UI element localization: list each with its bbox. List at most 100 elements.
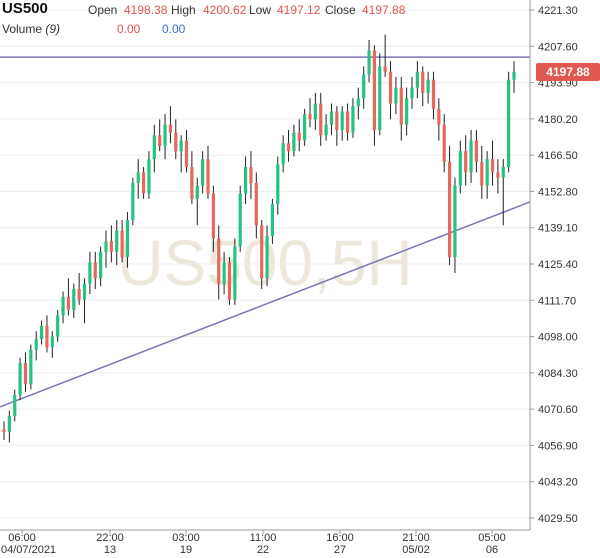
candle[interactable] — [222, 251, 226, 295]
candle[interactable] — [388, 61, 393, 120]
candle[interactable] — [7, 410, 11, 443]
candle[interactable] — [480, 145, 484, 199]
candle[interactable] — [496, 159, 500, 194]
candle[interactable] — [474, 129, 479, 173]
candle[interactable] — [72, 283, 76, 319]
candle[interactable] — [453, 177, 457, 274]
candle[interactable] — [458, 140, 462, 194]
candle[interactable] — [313, 92, 317, 130]
candle[interactable] — [18, 357, 22, 401]
candle[interactable] — [490, 140, 495, 186]
candle[interactable] — [367, 39, 371, 83]
candle[interactable] — [56, 310, 60, 342]
candle[interactable] — [319, 92, 323, 146]
candle[interactable] — [447, 145, 452, 266]
candle[interactable] — [99, 246, 103, 287]
candle[interactable] — [66, 278, 71, 316]
candle[interactable] — [168, 106, 173, 144]
candle[interactable] — [345, 103, 350, 141]
candle[interactable] — [115, 220, 119, 266]
candle[interactable] — [23, 352, 28, 393]
candle[interactable] — [437, 98, 441, 141]
candle-body — [512, 71, 516, 80]
candle[interactable] — [45, 315, 49, 353]
candle[interactable] — [152, 124, 156, 173]
candle[interactable] — [415, 61, 419, 99]
candle[interactable] — [308, 98, 312, 128]
candle[interactable] — [372, 45, 377, 146]
candle[interactable] — [206, 145, 210, 199]
candle[interactable] — [362, 66, 366, 109]
candle[interactable] — [141, 167, 146, 199]
candle[interactable] — [351, 98, 355, 138]
candle[interactable] — [201, 151, 205, 194]
candle[interactable] — [469, 129, 473, 183]
candle[interactable] — [39, 320, 44, 345]
candle[interactable] — [281, 135, 285, 173]
candle[interactable] — [297, 119, 301, 152]
candle[interactable] — [276, 156, 280, 215]
candle[interactable] — [442, 114, 446, 173]
candle[interactable] — [405, 87, 409, 136]
candle[interactable] — [217, 225, 221, 300]
candle[interactable] — [174, 119, 178, 160]
candle[interactable] — [485, 151, 489, 199]
candle[interactable] — [303, 108, 307, 146]
candle[interactable] — [512, 61, 516, 93]
candle[interactable] — [249, 151, 253, 199]
candle[interactable] — [335, 106, 339, 146]
candle[interactable] — [270, 198, 275, 244]
candle[interactable] — [61, 291, 65, 324]
candle[interactable] — [501, 159, 505, 226]
candle[interactable] — [227, 257, 232, 305]
candle[interactable] — [2, 421, 6, 440]
candle[interactable] — [383, 34, 387, 78]
candle[interactable] — [163, 114, 167, 160]
candle[interactable] — [109, 225, 113, 263]
candle-body — [158, 135, 162, 146]
candle[interactable] — [329, 103, 334, 136]
candle[interactable] — [34, 331, 38, 361]
candle[interactable] — [233, 238, 237, 305]
candle[interactable] — [190, 151, 194, 205]
candle[interactable] — [120, 220, 124, 263]
trendline[interactable] — [0, 201, 531, 408]
candle[interactable] — [50, 331, 54, 358]
candle[interactable] — [184, 129, 189, 173]
candle[interactable] — [158, 119, 162, 152]
candle[interactable] — [426, 71, 430, 104]
candle[interactable] — [82, 278, 87, 324]
candle[interactable] — [147, 151, 151, 199]
candle[interactable] — [29, 344, 33, 390]
candle[interactable] — [93, 251, 97, 289]
candle[interactable] — [125, 212, 130, 268]
candle[interactable] — [324, 114, 328, 141]
candle[interactable] — [260, 220, 264, 289]
candle[interactable] — [243, 156, 248, 205]
candle[interactable] — [286, 129, 291, 162]
candle[interactable] — [238, 185, 242, 252]
candle[interactable] — [211, 185, 215, 252]
candle[interactable] — [131, 177, 135, 226]
candle[interactable] — [195, 177, 199, 226]
candle[interactable] — [399, 77, 403, 141]
candle[interactable] — [104, 230, 108, 268]
candle[interactable] — [431, 71, 436, 120]
candle[interactable] — [394, 77, 398, 115]
candle[interactable] — [265, 225, 269, 287]
candle[interactable] — [356, 87, 360, 120]
candle[interactable] — [136, 159, 140, 199]
candle[interactable] — [378, 53, 382, 136]
candle[interactable] — [77, 273, 81, 305]
candle[interactable] — [13, 389, 17, 422]
candle[interactable] — [88, 251, 92, 295]
candle[interactable] — [254, 172, 258, 239]
candle[interactable] — [410, 77, 414, 109]
candle[interactable] — [292, 124, 296, 157]
candle[interactable] — [464, 135, 468, 186]
candle[interactable] — [507, 71, 511, 173]
candle[interactable] — [340, 106, 344, 141]
candle[interactable] — [421, 66, 425, 107]
candle[interactable] — [179, 135, 183, 173]
